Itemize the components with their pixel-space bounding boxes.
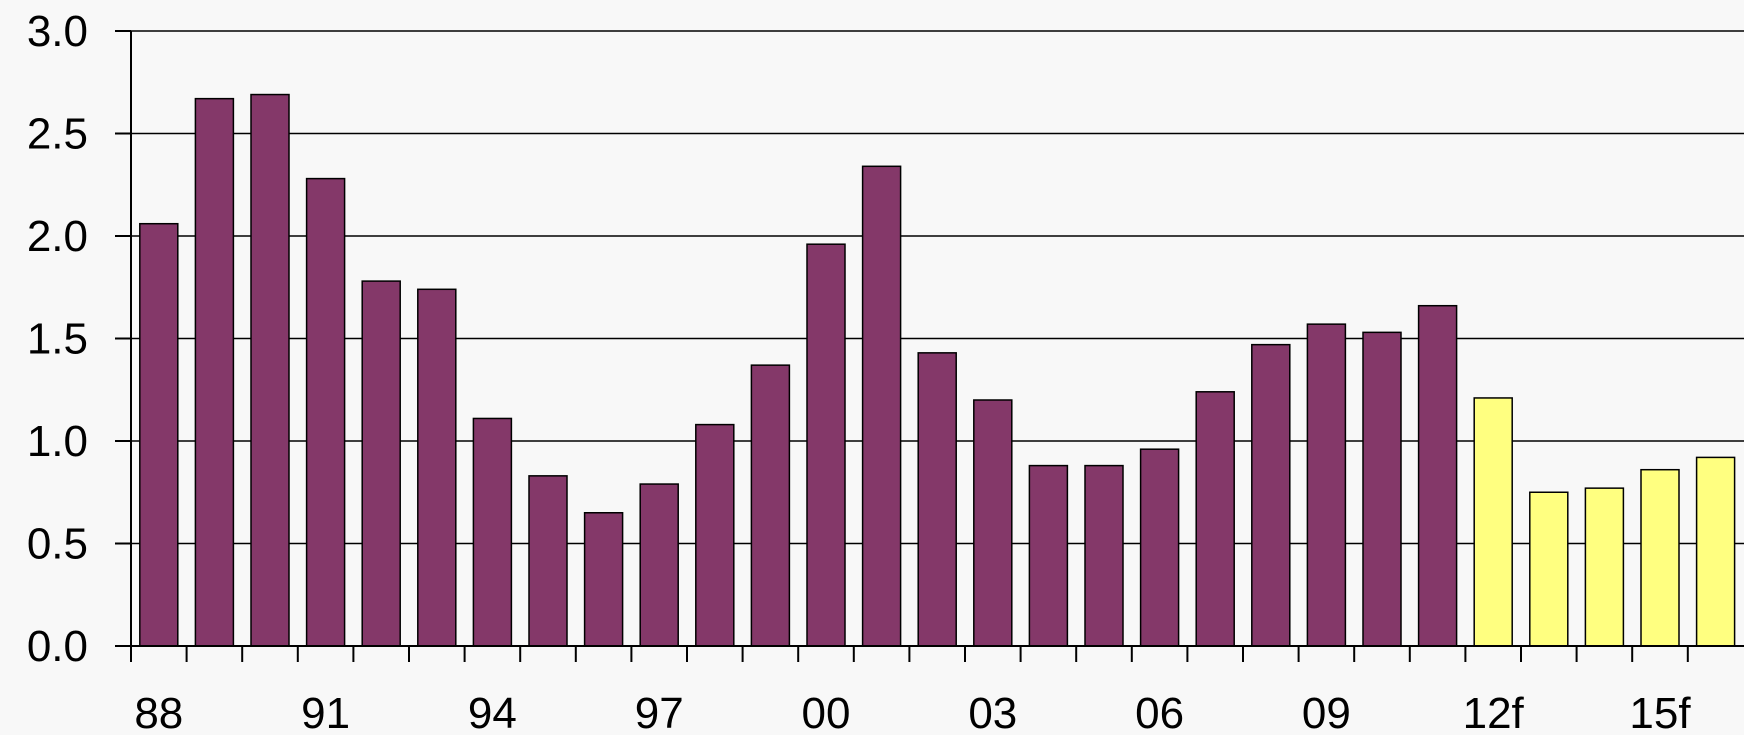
x-tick-label: 91 [301,689,350,735]
bars [139,93,1736,647]
y-tick-label: 2.0 [27,212,88,261]
bar-97 [639,483,679,647]
x-tick-label: 12f [1463,689,1525,735]
bar-13f [1529,491,1569,647]
axes [115,30,1744,662]
bar-03 [973,399,1013,647]
bar-06 [1139,448,1180,647]
bar-89 [194,97,235,647]
y-tick-label: 1.5 [27,315,88,364]
x-tick-label: 15f [1629,689,1691,735]
bar-15f [1640,468,1680,647]
bar-10 [1362,331,1402,647]
x-tick-label: 88 [134,689,183,735]
bar-93 [417,288,457,647]
bar-94 [472,417,513,647]
bar-09 [1306,323,1347,647]
bar-95 [528,475,568,647]
bar-02 [917,352,957,647]
bar-99 [750,364,791,647]
bar-12f [1473,397,1513,647]
x-tick-label: 06 [1135,689,1184,735]
bar-16f [1695,456,1736,647]
bar-08 [1251,343,1291,647]
bar-98 [695,423,735,647]
bar-00 [806,243,846,647]
y-tick-label: 0.5 [27,520,88,569]
y-tick-label: 2.5 [27,110,88,159]
bar-90 [250,93,290,647]
x-tick-label: 94 [468,689,517,735]
x-tick-label: 03 [968,689,1017,735]
bar-05 [1084,464,1124,647]
bar-92 [361,280,401,647]
y-tick-label: 1.0 [27,417,88,466]
x-tick-label: 97 [635,689,684,735]
bar-07 [1195,391,1235,647]
bar-14f [1584,487,1625,647]
y-tick-label: 3.0 [27,7,88,56]
bar-04 [1028,464,1069,647]
bar-11 [1417,304,1458,647]
bar-01 [861,165,902,647]
bar-88 [139,222,179,647]
tick-labels: 0.0 0.5 1.0 1.5 2.0 2.5 3.0 88 91 94 97 00 03 06 09 12f… [27,7,1692,735]
bar-91 [305,177,346,647]
y-tick-label: 0.0 [27,622,88,671]
bar-96 [583,512,624,647]
x-tick-label: 09 [1302,689,1351,735]
x-tick-label: 00 [802,689,851,735]
